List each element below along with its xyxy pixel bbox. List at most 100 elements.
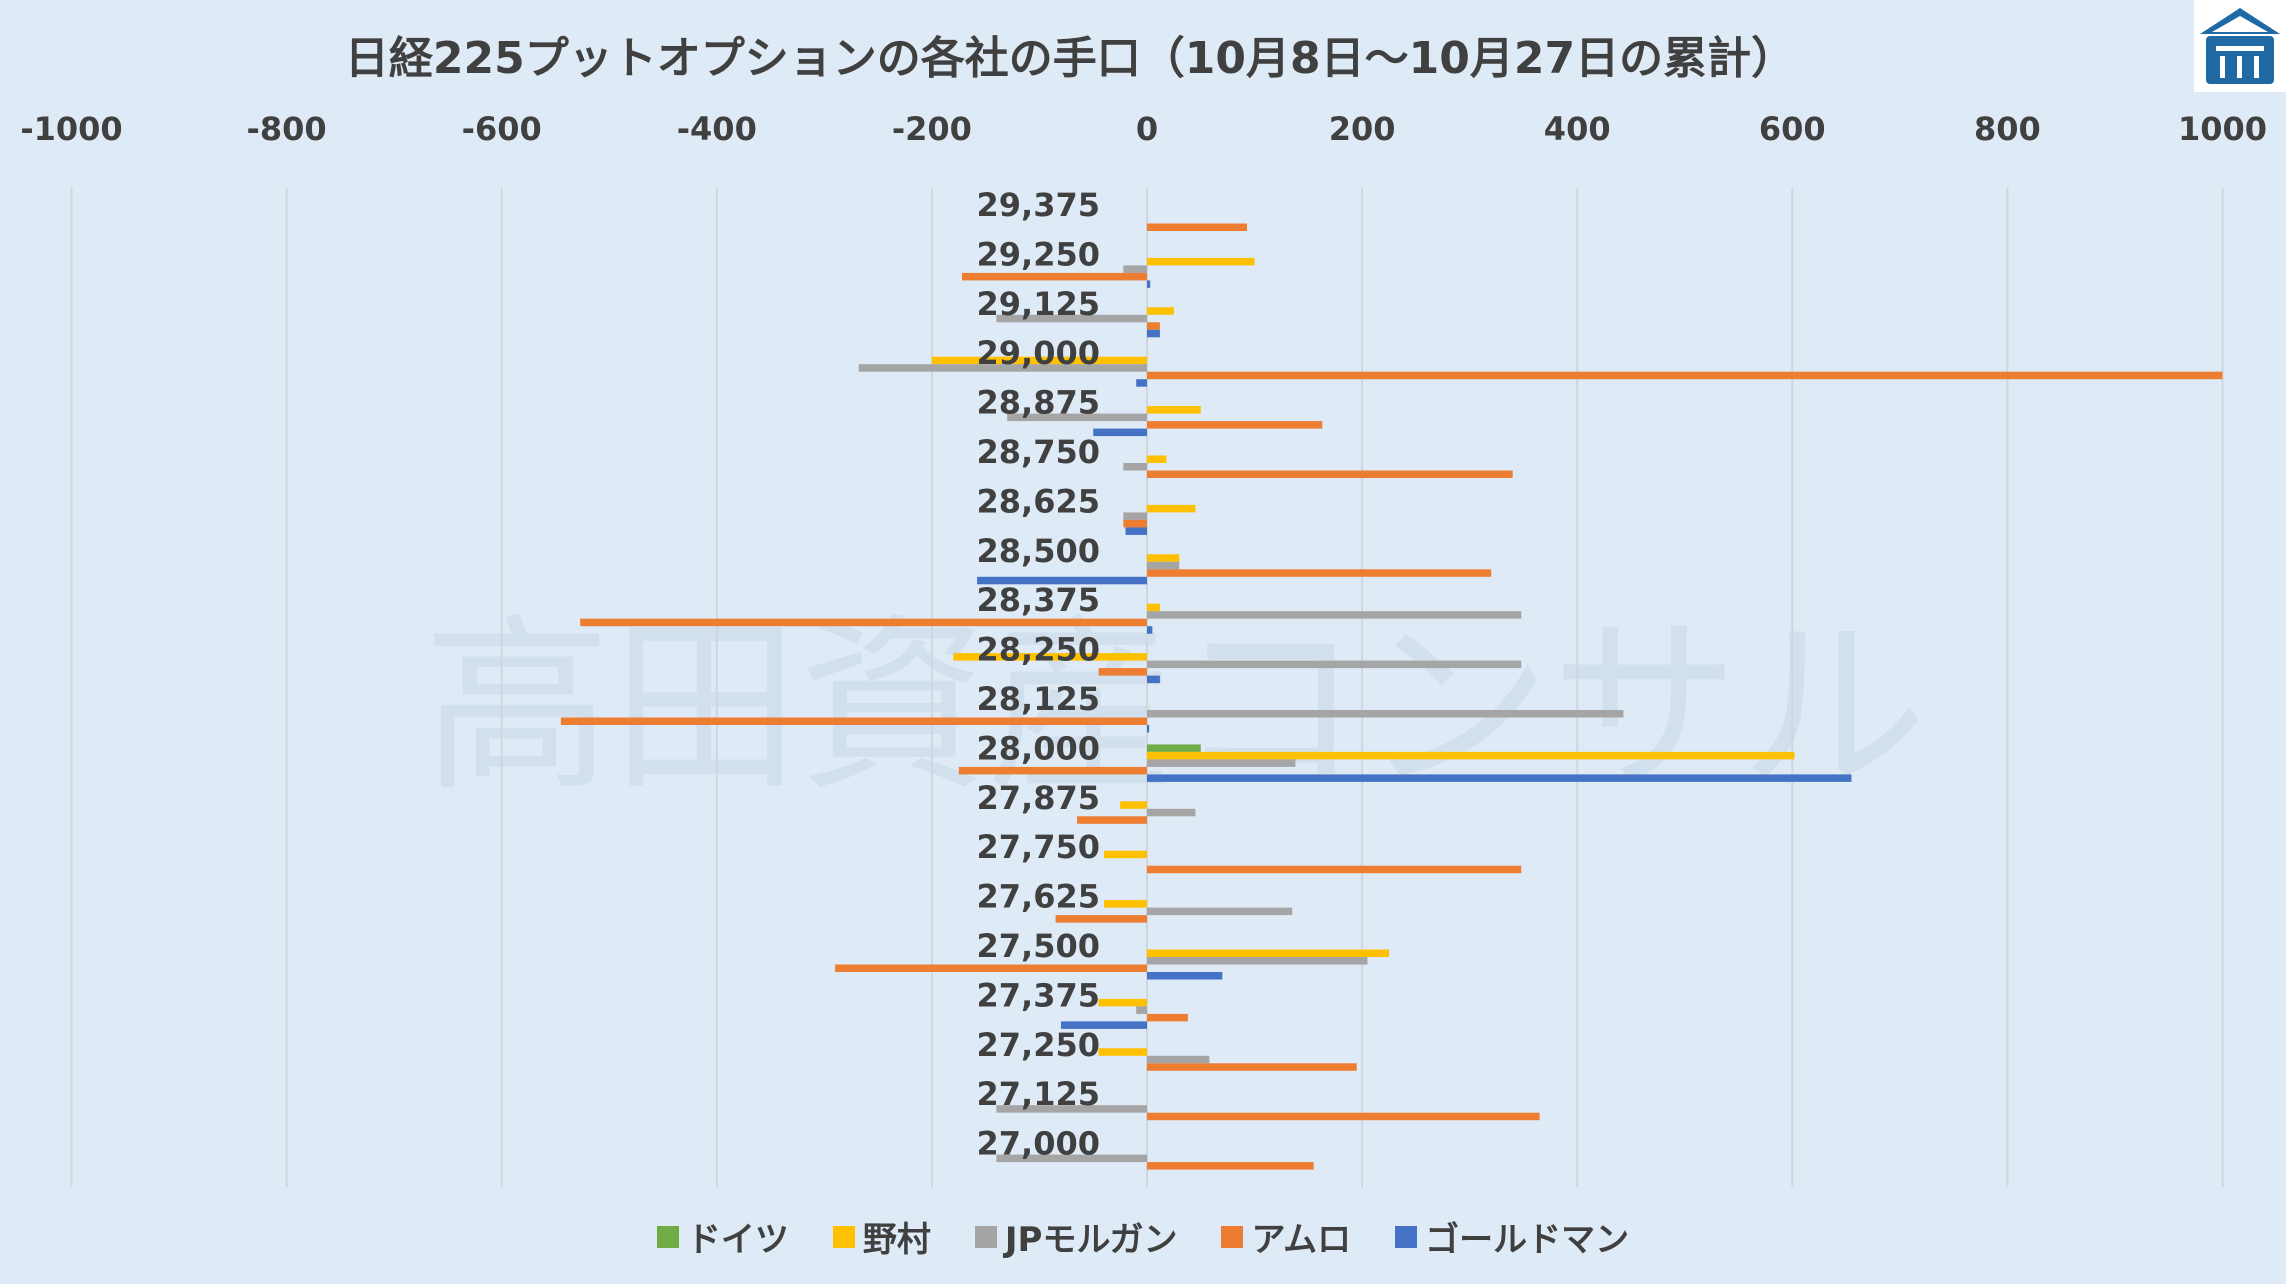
x-tick-label: -600 xyxy=(462,110,542,148)
bar xyxy=(1147,280,1151,288)
legend-swatch xyxy=(1395,1225,1418,1248)
bar xyxy=(1147,759,1296,767)
bar xyxy=(1147,751,1795,760)
legend-item: アムロ xyxy=(1221,1212,1351,1261)
bar xyxy=(1147,504,1196,513)
category-label: 28,625 xyxy=(977,482,1100,520)
category-label: 28,875 xyxy=(977,384,1100,422)
bar xyxy=(1147,603,1160,612)
bar xyxy=(1147,455,1167,463)
legend-swatch xyxy=(1221,1225,1244,1248)
bar xyxy=(1125,527,1147,535)
bar xyxy=(1147,808,1196,817)
bar xyxy=(1147,307,1174,315)
x-tick-label: -200 xyxy=(892,110,972,148)
bar xyxy=(1147,710,1624,718)
legend: ドイツ 野村 JPモルガン アムロ ゴールドマン xyxy=(0,1212,2286,1261)
bar xyxy=(1147,1055,1210,1064)
bar xyxy=(1147,1112,1540,1121)
bar xyxy=(858,364,1147,372)
bar xyxy=(1147,907,1293,916)
bar xyxy=(1147,329,1160,338)
x-tick-label: -800 xyxy=(247,110,327,148)
bar xyxy=(560,717,1147,725)
legend-item: JPモルガン xyxy=(974,1212,1178,1261)
category-label: 28,000 xyxy=(977,729,1100,767)
bar xyxy=(1147,1013,1188,1022)
bar xyxy=(1147,725,1150,733)
bar xyxy=(1123,265,1147,273)
bar xyxy=(1147,470,1513,478)
bar xyxy=(1055,915,1147,923)
bar xyxy=(1147,774,1852,782)
category-label: 28,375 xyxy=(977,581,1100,619)
category-label: 27,250 xyxy=(977,1026,1100,1064)
bar xyxy=(1136,379,1147,387)
category-label: 28,250 xyxy=(977,631,1100,669)
category-label: 29,375 xyxy=(977,186,1100,224)
bar xyxy=(1123,519,1147,528)
bar xyxy=(1147,421,1323,429)
bar xyxy=(958,766,1147,775)
legend-label: JPモルガン xyxy=(1004,1220,1178,1260)
category-label: 29,125 xyxy=(977,285,1100,323)
category-label: 27,750 xyxy=(977,828,1100,866)
category-label: 29,250 xyxy=(977,235,1100,273)
x-tick-label: 200 xyxy=(1329,110,1396,148)
bar xyxy=(1147,675,1160,684)
legend-swatch xyxy=(656,1225,679,1248)
bar xyxy=(1147,554,1180,562)
category-label: 27,375 xyxy=(977,976,1100,1014)
bar xyxy=(931,356,1147,365)
bar xyxy=(962,272,1147,281)
bar xyxy=(1147,1063,1357,1071)
bar xyxy=(977,576,1147,585)
logo-icon xyxy=(2194,0,2286,92)
bar xyxy=(1147,406,1201,414)
bar xyxy=(1147,949,1389,957)
bar xyxy=(1147,322,1160,330)
bar xyxy=(1103,900,1147,908)
bar xyxy=(1147,561,1180,570)
bar xyxy=(1136,1006,1147,1014)
legend-item: ゴールドマン xyxy=(1395,1212,1629,1261)
bar xyxy=(1147,223,1248,231)
x-tick-label: -1000 xyxy=(20,110,122,148)
legend-label: アムロ xyxy=(1251,1220,1352,1260)
bars xyxy=(560,223,2223,1170)
x-axis-ticks: -1000 -800 -600 -400 -200 0 200 400 600 800 1000 xyxy=(20,110,2267,148)
category-label: 28,750 xyxy=(977,433,1100,471)
bar xyxy=(1098,1048,1147,1056)
bar xyxy=(1147,744,1201,752)
legend-swatch xyxy=(832,1225,855,1248)
chart-title: 日経225プットオプションの各社の手口（10月8日～10月27日の累計） xyxy=(344,33,1796,84)
x-tick-label: 600 xyxy=(1759,110,1826,148)
category-labels: 29,375 29,250 29,125 29,000 28,875 28,750 28,6… xyxy=(977,186,1100,1163)
category-label: 28,125 xyxy=(977,680,1100,718)
bar xyxy=(1147,569,1492,577)
category-label: 27,500 xyxy=(977,927,1100,965)
bar xyxy=(996,1105,1147,1113)
x-tick-label: 400 xyxy=(1544,110,1611,148)
legend-label: ゴールドマン xyxy=(1425,1220,1630,1260)
bar xyxy=(580,618,1147,627)
watermark: 高田資産コンサル xyxy=(423,598,1927,817)
gridlines xyxy=(70,188,2224,1187)
bar xyxy=(996,314,1147,323)
bar xyxy=(1060,1021,1147,1029)
bar xyxy=(1147,957,1368,965)
bar xyxy=(1147,371,2223,380)
bar xyxy=(1123,512,1147,520)
bar xyxy=(1147,865,1522,874)
bar xyxy=(1147,972,1223,980)
bar xyxy=(996,1154,1147,1163)
bar xyxy=(953,653,1147,661)
bar xyxy=(1007,413,1147,422)
bar xyxy=(1147,660,1522,669)
bar xyxy=(1098,668,1147,676)
legend-swatch xyxy=(974,1225,997,1248)
bar xyxy=(1103,850,1147,859)
category-label: 27,125 xyxy=(977,1075,1100,1113)
category-label: 27,000 xyxy=(977,1125,1100,1163)
x-tick-label: 800 xyxy=(1974,110,2041,148)
